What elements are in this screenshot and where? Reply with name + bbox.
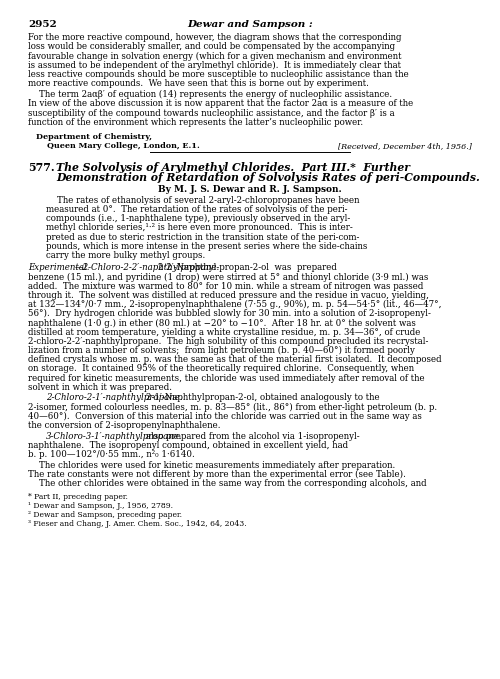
Text: 56°).  Dry hydrogen chloride was bubbled slowly for 30 min. into a solution of 2: 56°). Dry hydrogen chloride was bubbled … bbox=[28, 309, 431, 318]
Text: more reactive compounds.  We have seen that this is borne out by experiment.: more reactive compounds. We have seen th… bbox=[28, 79, 369, 88]
Text: naphthalene (1·0 g.) in ether (80 ml.) at −20° to −10°.  After 18 hr. at 0° the : naphthalene (1·0 g.) in ether (80 ml.) a… bbox=[28, 318, 416, 327]
Text: Demonstration of Retardation of Solvolysis Rates of peri-Compounds.: Demonstration of Retardation of Solvolys… bbox=[56, 172, 480, 183]
Text: The Solvolysis of Arylmethyl Chlorides.  Part III.*  Further: The Solvolysis of Arylmethyl Chlorides. … bbox=[56, 162, 410, 172]
Text: required for kinetic measurements, the chloride was used immediately after remov: required for kinetic measurements, the c… bbox=[28, 373, 424, 382]
Text: on storage.  It contained 95% of the theoretically required chlorine.  Consequen: on storage. It contained 95% of the theo… bbox=[28, 365, 414, 373]
Text: at 132—134°/0·7 mm., 2-isopropenylnaphthalene (7·55 g., 90%), m. p. 54—54·5° (li: at 132—134°/0·7 mm., 2-isopropenylnaphth… bbox=[28, 300, 442, 309]
Text: The rates of ethanolysis of several 2-aryl-2-chloropropanes have been: The rates of ethanolysis of several 2-ar… bbox=[46, 196, 360, 205]
Text: added.  The mixture was warmed to 80° for 10 min. while a stream of nitrogen was: added. The mixture was warmed to 80° for… bbox=[28, 282, 423, 291]
Text: the conversion of 2-isopropenylnaphthalene.: the conversion of 2-isopropenylnaphthale… bbox=[28, 421, 220, 430]
Text: ¹ Dewar and Sampson, J., 1956, 2789.: ¹ Dewar and Sampson, J., 1956, 2789. bbox=[28, 502, 173, 510]
Text: lization from a number of solvents;  from light petroleum (b. p. 40—60°) it form: lization from a number of solvents; from… bbox=[28, 346, 415, 355]
Text: 2·2′-Naphthyl-propan-2-ol  was  prepared: 2·2′-Naphthyl-propan-2-ol was prepared bbox=[158, 263, 337, 272]
Text: 2-chloro-2-2′-naphthylpropane.  The high solubility of this compound precluded i: 2-chloro-2-2′-naphthylpropane. The high … bbox=[28, 337, 428, 346]
Text: 40—60°).  Conversion of this material into the chloride was carried out in the s: 40—60°). Conversion of this material int… bbox=[28, 412, 422, 421]
Text: 3-Chloro-3-1′-naphthylpropane.: 3-Chloro-3-1′-naphthylpropane. bbox=[46, 432, 182, 441]
Text: benzene (15 ml.), and pyridine (1 drop) were stirred at 5° and thionyl chloride : benzene (15 ml.), and pyridine (1 drop) … bbox=[28, 272, 428, 282]
Text: For the more reactive compound, however, the diagram shows that the correspondin: For the more reactive compound, however,… bbox=[28, 33, 402, 42]
Text: ³ Fieser and Chang, J. Amer. Chem. Soc., 1942, 64, 2043.: ³ Fieser and Chang, J. Amer. Chem. Soc.,… bbox=[28, 519, 246, 528]
Text: Experimental.: Experimental. bbox=[28, 263, 90, 272]
Text: less reactive compounds should be more susceptible to nucleophilic assistance th: less reactive compounds should be more s… bbox=[28, 70, 409, 79]
Text: The other chlorides were obtained in the same way from the corresponding alcohol: The other chlorides were obtained in the… bbox=[28, 479, 426, 488]
Text: b. p. 100—102°/0·55 mm., n²₀ 1·6140.: b. p. 100—102°/0·55 mm., n²₀ 1·6140. bbox=[28, 450, 195, 459]
Text: susceptibility of the compound towards nucleophilic assistance, and the factor β: susceptibility of the compound towards n… bbox=[28, 109, 394, 117]
Text: carry the more bulky methyl groups.: carry the more bulky methyl groups. bbox=[46, 251, 205, 260]
Text: pounds, which is more intense in the present series where the side-chains: pounds, which is more intense in the pre… bbox=[46, 242, 368, 251]
Text: The chlorides were used for kinetic measurements immediately after preparation.: The chlorides were used for kinetic meas… bbox=[28, 461, 395, 470]
Text: 2-isomer, formed colourless needles, m. p. 83—85° (lit., 86°) from ether-light p: 2-isomer, formed colourless needles, m. … bbox=[28, 403, 437, 412]
Text: The term 2aαβ′ of equation (14) represents the energy of nucleophilic assistance: The term 2aαβ′ of equation (14) represen… bbox=[28, 90, 392, 99]
Text: 2-Chloro-2-1′-naphthylpropane.: 2-Chloro-2-1′-naphthylpropane. bbox=[46, 394, 182, 403]
Text: defined crystals whose m. p. was the same as that of the material first isolated: defined crystals whose m. p. was the sam… bbox=[28, 355, 442, 364]
Text: The rate constants were not different by more than the experimental error (see T: The rate constants were not different by… bbox=[28, 470, 406, 479]
Text: In view of the above discussion it is now apparent that the factor 2aα is a meas: In view of the above discussion it is no… bbox=[28, 99, 413, 109]
Text: distilled at room temperature, yielding a white crystalline residue, m. p. 34—36: distilled at room temperature, yielding … bbox=[28, 327, 420, 337]
Text: loss would be considerably smaller, and could be compensated by the accompanying: loss would be considerably smaller, and … bbox=[28, 42, 395, 51]
Text: favourable change in solvation energy (which for a given mechanism and environme: favourable change in solvation energy (w… bbox=[28, 52, 402, 60]
Text: —2-Chloro-2-2′-naphthylpropane.: —2-Chloro-2-2′-naphthylpropane. bbox=[75, 263, 220, 272]
Text: methyl chloride series,¹·² is here even more pronounced.  This is inter-: methyl chloride series,¹·² is here even … bbox=[46, 223, 353, 232]
Text: 2-1′-Naphthylpropan-2-ol, obtained analogously to the: 2-1′-Naphthylpropan-2-ol, obtained analo… bbox=[146, 394, 380, 403]
Text: preted as due to steric restriction in the transition state of the peri-com-: preted as due to steric restriction in t… bbox=[46, 233, 360, 242]
Text: * Part II, preceding paper.: * Part II, preceding paper. bbox=[28, 494, 128, 502]
Text: function of the environment which represents the latter’s nucleophilic power.: function of the environment which repres… bbox=[28, 117, 363, 127]
Text: By M. J. S. Dewar and R. J. Sampson.: By M. J. S. Dewar and R. J. Sampson. bbox=[158, 185, 342, 194]
Text: compounds (i.e., 1-naphthalene type), previously observed in the aryl-: compounds (i.e., 1-naphthalene type), pr… bbox=[46, 214, 350, 223]
Text: measured at 0°.  The retardation of the rates of solvolysis of the peri-: measured at 0°. The retardation of the r… bbox=[46, 205, 348, 214]
Text: 577.: 577. bbox=[28, 162, 54, 172]
Text: solvent in which it was prepared.: solvent in which it was prepared. bbox=[28, 383, 172, 392]
Text: naphthalene.  The isopropenyl compound, obtained in excellent yield, had: naphthalene. The isopropenyl compound, o… bbox=[28, 441, 348, 450]
Text: Dewar and Sampson :: Dewar and Sampson : bbox=[187, 20, 313, 29]
Text: Queen Mary College, London, E.1.: Queen Mary College, London, E.1. bbox=[36, 142, 200, 149]
Text: 2952: 2952 bbox=[28, 20, 57, 29]
Text: ² Dewar and Sampson, preceding paper.: ² Dewar and Sampson, preceding paper. bbox=[28, 511, 182, 519]
Text: through it.  The solvent was distilled at reduced pressure and the residue in va: through it. The solvent was distilled at… bbox=[28, 291, 429, 300]
Text: is assumed to be independent of the arylmethyl chloride).  It is immediately cle: is assumed to be independent of the aryl… bbox=[28, 60, 401, 70]
Text: also prepared from the alcohol via 1-isopropenyl-: also prepared from the alcohol via 1-iso… bbox=[146, 432, 360, 441]
Text: Department of Chemistry,: Department of Chemistry, bbox=[36, 133, 152, 141]
Text: [Received, December 4th, 1956.]: [Received, December 4th, 1956.] bbox=[338, 142, 472, 149]
